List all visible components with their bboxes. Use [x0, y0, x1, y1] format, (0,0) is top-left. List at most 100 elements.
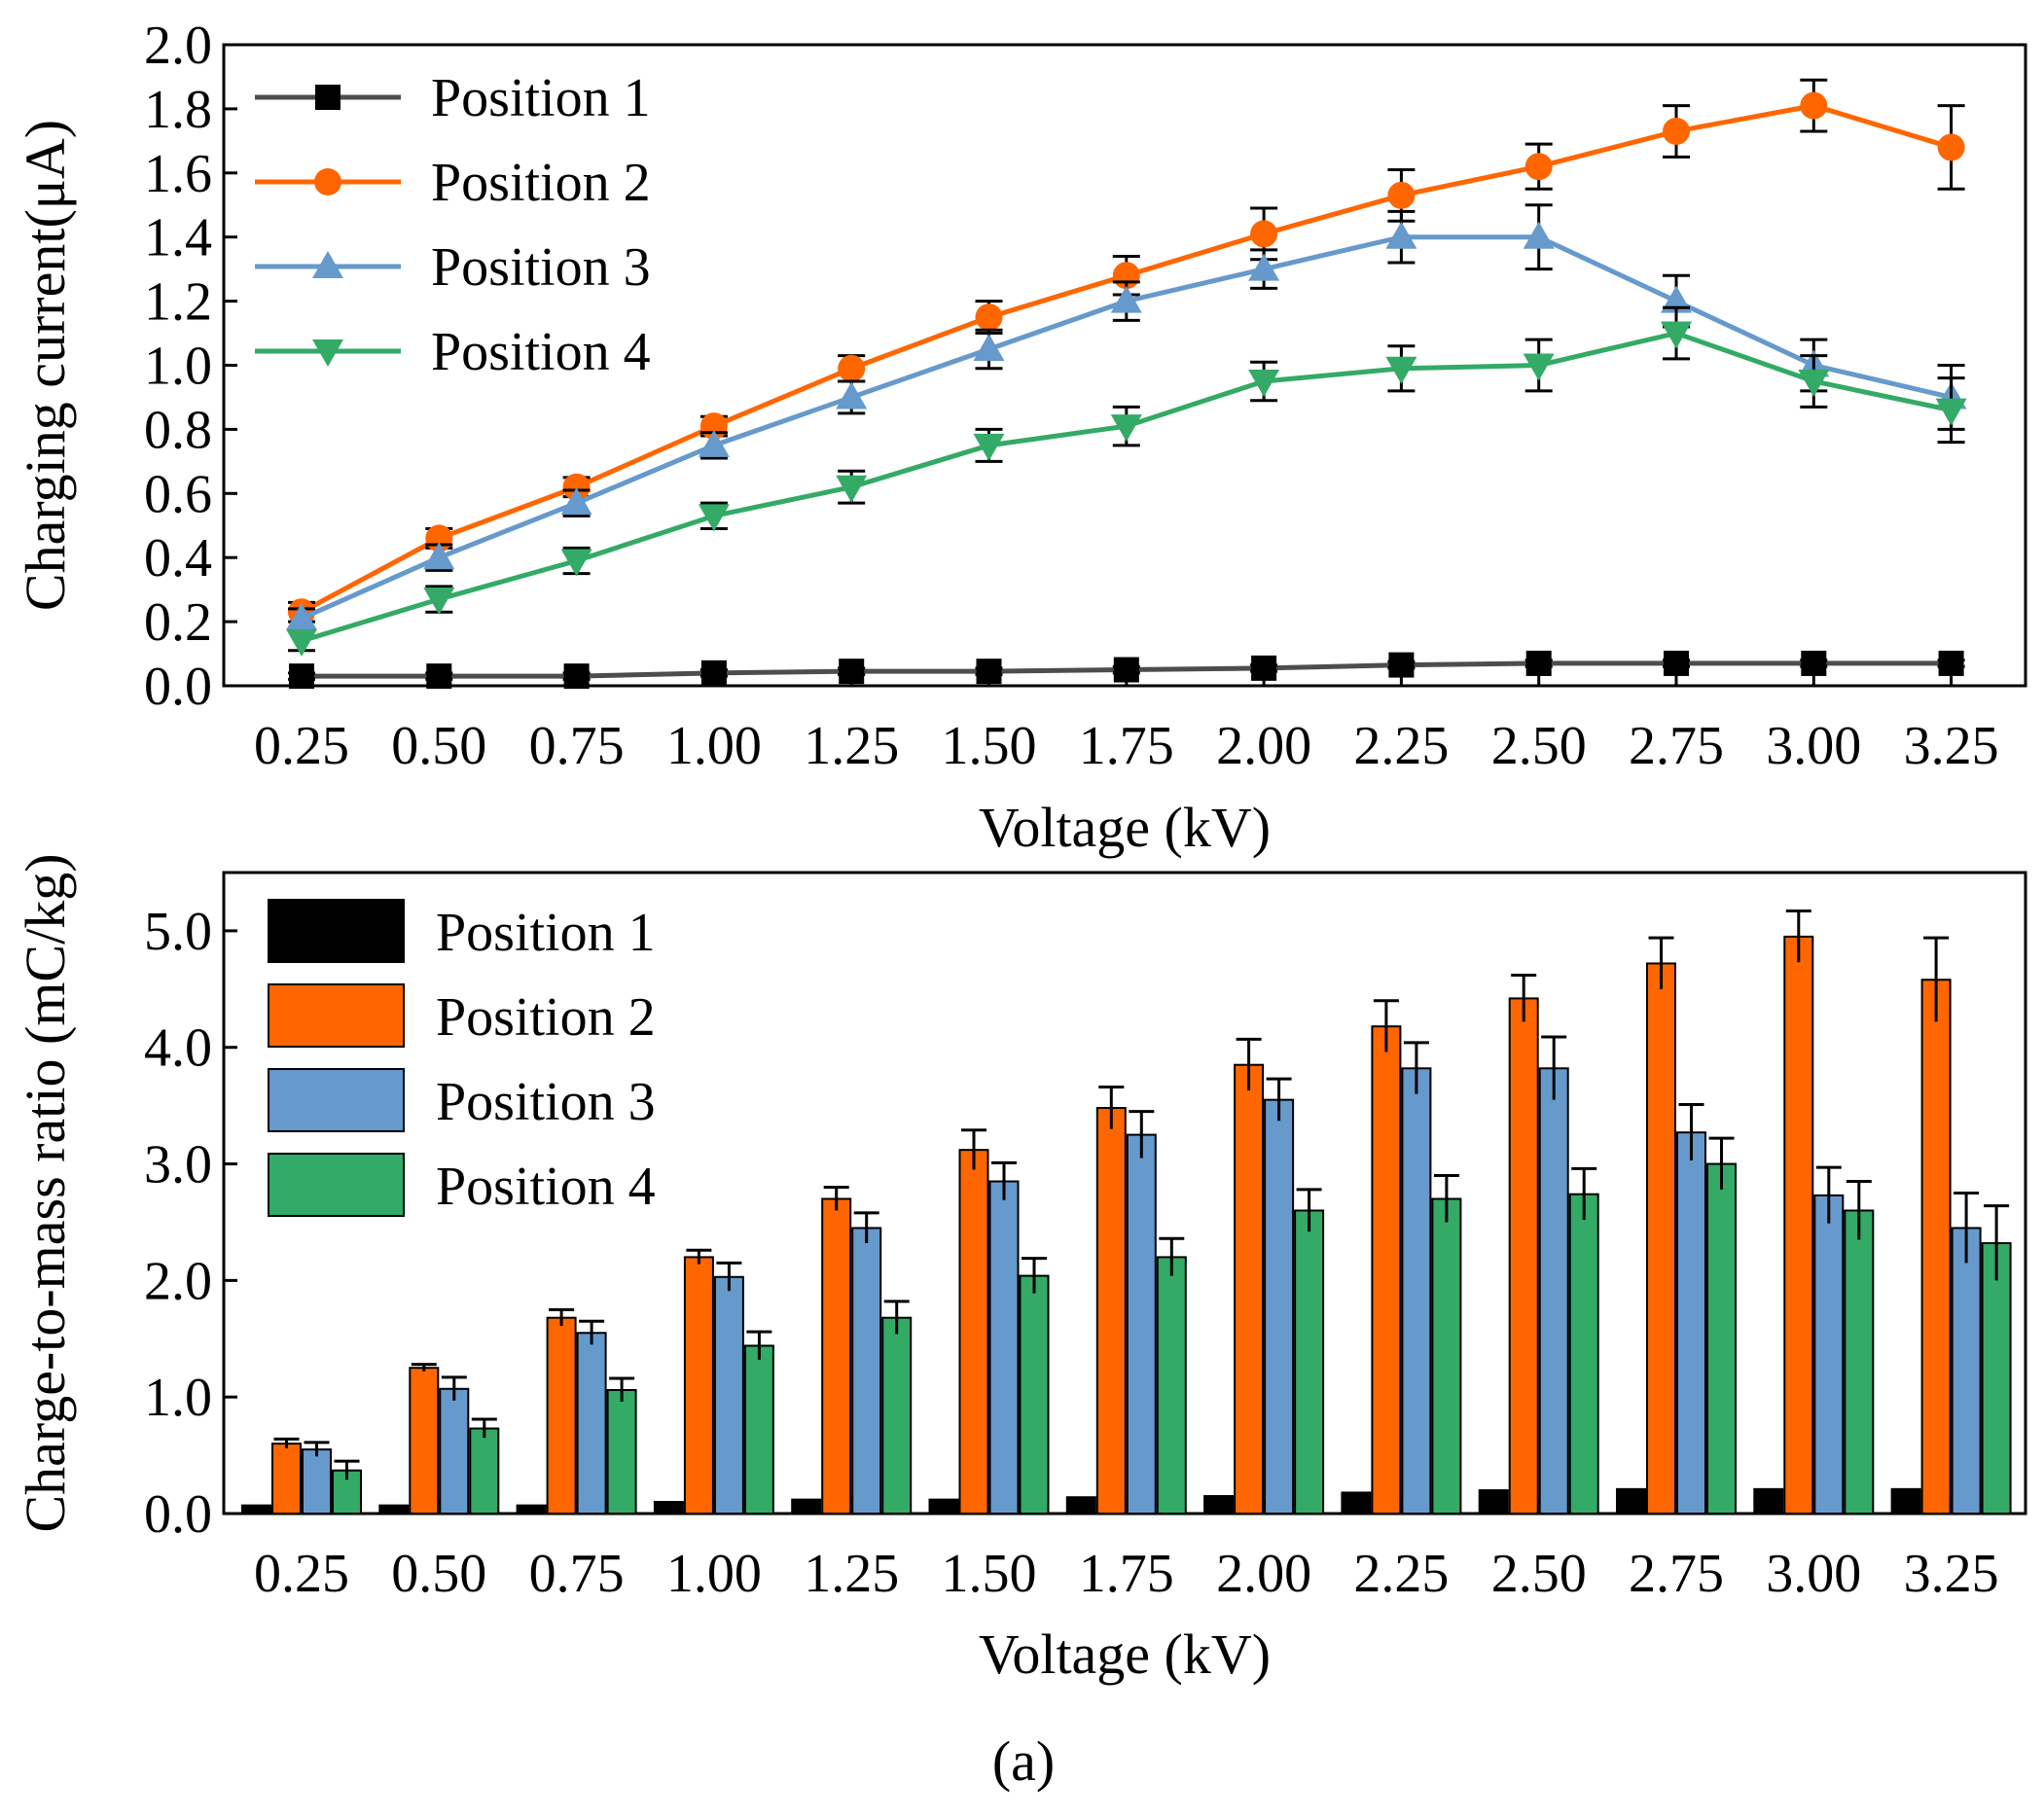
bar [1401, 1067, 1432, 1515]
x-tick-label: 1.50 [942, 1544, 1037, 1604]
x-tick-label: 2.00 [1216, 1544, 1311, 1604]
bar [713, 1275, 744, 1515]
bar [1646, 962, 1676, 1515]
data-point [1801, 650, 1827, 676]
legend-label: Position 3 [436, 1072, 656, 1132]
data-point [423, 542, 455, 570]
bar [1706, 1162, 1737, 1515]
legend: Position 1 Position 2 Position 3 Position 4 [268, 899, 656, 1217]
data-point [1663, 117, 1690, 145]
x-tick-label: 0.25 [254, 716, 349, 776]
x-tick-label: 2.75 [1629, 1544, 1724, 1604]
data-point [836, 381, 868, 410]
y-tick-label: 0.0 [144, 657, 212, 717]
data-point [838, 354, 866, 382]
legend-item-position-3: Position 3 [255, 237, 651, 298]
data-point [975, 303, 1003, 332]
bar [271, 1443, 302, 1516]
data-point [698, 429, 730, 457]
legend-label: Position 4 [431, 322, 651, 382]
y-tick-label: 2.0 [144, 1251, 212, 1311]
data-point [976, 659, 1002, 685]
x-tick-label: 3.25 [1904, 1544, 1999, 1604]
bar [1431, 1197, 1462, 1516]
bar [576, 1332, 607, 1516]
y-tick-label: 1.4 [144, 208, 212, 268]
bar [241, 1504, 271, 1515]
data-point [973, 433, 1005, 461]
bar [1341, 1491, 1372, 1516]
legend: Position 1 Position 2 Position 3 Position 4 [255, 68, 651, 382]
data-point [1385, 221, 1417, 249]
y-tick-label: 1.2 [144, 272, 212, 333]
data-point [560, 487, 592, 516]
bar [683, 1256, 714, 1516]
bar [1019, 1274, 1050, 1516]
bar [1538, 1067, 1569, 1515]
series-position-1 [288, 650, 1965, 690]
data-point [1937, 133, 1965, 161]
x-tick-label: 1.25 [804, 1544, 899, 1604]
charge-to-mass-chart: 0.0 1.0 2.0 3.0 4.0 5.0 0.25 0.50 0.75 1.00 1.25 1.… [14, 853, 2027, 1686]
bar [1294, 1209, 1325, 1516]
legend-swatch [268, 1068, 405, 1132]
data-point [700, 660, 727, 686]
bar [791, 1498, 822, 1516]
bar [469, 1427, 500, 1515]
data-point [426, 663, 452, 690]
series-position-3 [302, 1035, 1982, 1516]
data-point [289, 663, 314, 690]
legend-marker [312, 251, 343, 278]
legend-item-position-3: Position 3 [268, 1068, 656, 1132]
x-tick-label: 1.75 [1079, 1544, 1174, 1604]
data-point [562, 473, 591, 501]
bar [546, 1316, 577, 1515]
bar [1095, 1107, 1127, 1515]
data-point [286, 602, 317, 630]
x-tick-label: 2.00 [1216, 716, 1311, 776]
bar [988, 1180, 1020, 1515]
data-point [698, 504, 730, 532]
data-point [423, 588, 455, 616]
bar [881, 1316, 913, 1515]
bar [1890, 1487, 1921, 1515]
legend-label: Position 1 [431, 68, 651, 128]
data-point [560, 549, 592, 577]
data-point [1388, 652, 1415, 678]
y-tick-label: 5.0 [144, 902, 212, 962]
bar [1234, 1063, 1265, 1515]
data-point [1113, 657, 1139, 683]
data-point [973, 334, 1005, 362]
legend-label: Position 3 [431, 237, 651, 298]
legend-item-position-2: Position 2 [268, 983, 656, 1048]
x-tick-label: 3.25 [1904, 716, 1999, 776]
legend-marker [314, 168, 341, 196]
x-tick-label: 1.00 [666, 716, 762, 776]
y-axis-title: Charging current(μA) [14, 120, 77, 611]
data-point [1250, 220, 1278, 248]
y-tick-label: 0.0 [144, 1484, 212, 1545]
series-position-2 [271, 910, 1952, 1516]
data-point [1938, 650, 1964, 676]
data-point [1110, 285, 1142, 313]
data-point [286, 628, 317, 657]
data-point [1661, 285, 1692, 313]
bar [1813, 1194, 1845, 1515]
data-point [1110, 414, 1142, 443]
data-point [1248, 253, 1280, 281]
data-point [1523, 221, 1555, 249]
bar [851, 1227, 882, 1515]
legend-item-position-1: Position 1 [255, 68, 651, 128]
bar [1616, 1487, 1646, 1515]
legend-swatch [268, 1153, 405, 1217]
data-point [1935, 398, 1967, 426]
y-tick-label: 1.8 [144, 80, 212, 140]
data-point [839, 659, 865, 685]
legend-item-position-4: Position 4 [255, 322, 651, 382]
y-tick-label: 0.6 [144, 464, 212, 524]
y-tick-label: 1.6 [144, 144, 212, 204]
x-axis-title: Voltage (kV) [979, 796, 1271, 859]
legend-item-position-1: Position 1 [268, 899, 656, 963]
bar [1371, 1025, 1402, 1516]
bar [928, 1498, 959, 1516]
